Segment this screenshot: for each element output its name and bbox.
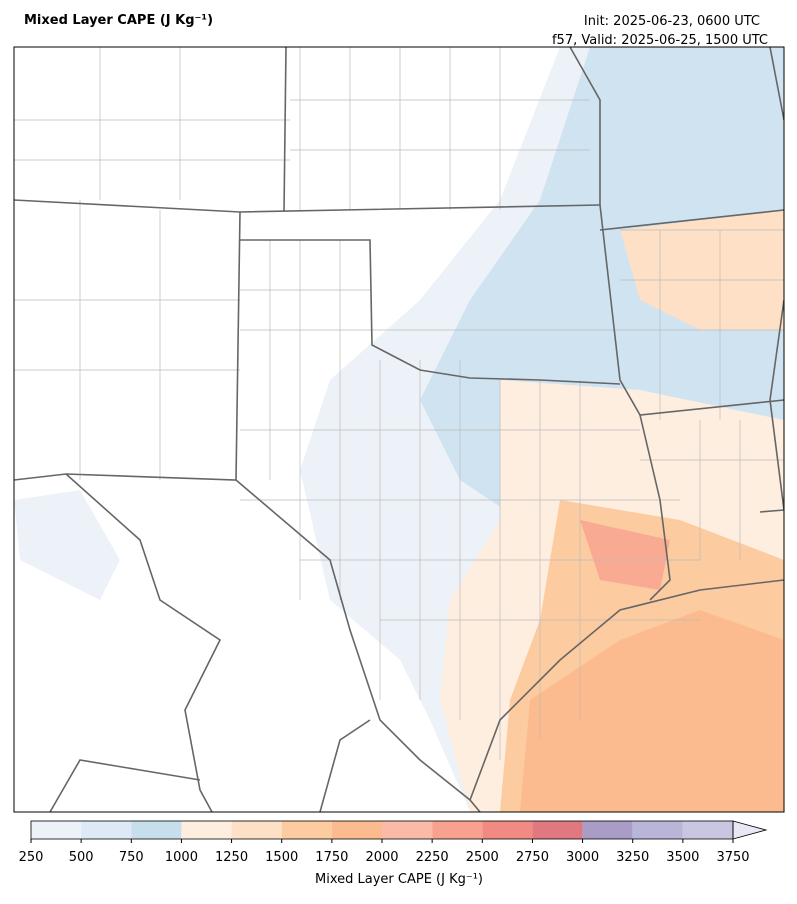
colorbar-tick-label: 1250	[215, 850, 248, 865]
map-frame	[13, 46, 785, 813]
colorbar-segment	[281, 821, 332, 839]
valid-time: f57, Valid: 2025-06-25, 1500 UTC	[552, 33, 768, 48]
cape-field-warm-north	[620, 210, 784, 330]
colorbar-segment	[331, 821, 382, 839]
colorbar-label: Mixed Layer CAPE (J Kg⁻¹)	[315, 872, 483, 887]
colorbar-tick-label: 3250	[616, 850, 649, 865]
colorbar-tick-label: 2250	[416, 850, 449, 865]
colorbar-tick-label: 2500	[466, 850, 499, 865]
colorbar-tick-label: 2750	[516, 850, 549, 865]
colorbar: 250 500 750 1000 1250 1500 1750 2000 2250 2500 275…	[19, 820, 768, 865]
colorbar-tick-label: 1750	[315, 850, 348, 865]
map	[13, 46, 785, 813]
colorbar-tick-label: 1000	[165, 850, 198, 865]
colorbar-segment	[682, 821, 733, 839]
county-lines	[14, 47, 784, 760]
colorbar-segment	[81, 821, 132, 839]
colorbar-segment	[432, 821, 483, 839]
colorbar-extension	[732, 820, 768, 840]
colorbar-segment	[532, 821, 583, 839]
colorbar-segment	[632, 821, 683, 839]
colorbar-tick-label: 500	[69, 850, 94, 865]
state-borders	[14, 47, 784, 812]
colorbar-segment	[181, 821, 232, 839]
cape-field-west	[14, 490, 120, 600]
init-time: Init: 2025-06-23, 0600 UTC	[584, 14, 760, 29]
colorbar-tick-label: 3750	[716, 850, 749, 865]
colorbar-tick-label: 1500	[265, 850, 298, 865]
colorbar-segment	[131, 821, 182, 839]
title: Mixed Layer CAPE (J Kg⁻¹)	[24, 13, 213, 28]
colorbar-segment	[231, 821, 282, 839]
cape-field-coast	[520, 610, 784, 812]
colorbar-tick-label: 250	[19, 850, 44, 865]
cape-field-peak	[580, 520, 670, 590]
colorbar-tick-label: 2000	[365, 850, 398, 865]
colorbar-tick-label: 750	[119, 850, 144, 865]
colorbar-segment	[482, 821, 533, 839]
colorbar-segment	[31, 821, 82, 839]
colorbar-segment	[582, 821, 633, 839]
colorbar-tick-label: 3000	[566, 850, 599, 865]
colorbar-segment	[382, 821, 433, 839]
colorbar-tick-label: 3500	[666, 850, 699, 865]
